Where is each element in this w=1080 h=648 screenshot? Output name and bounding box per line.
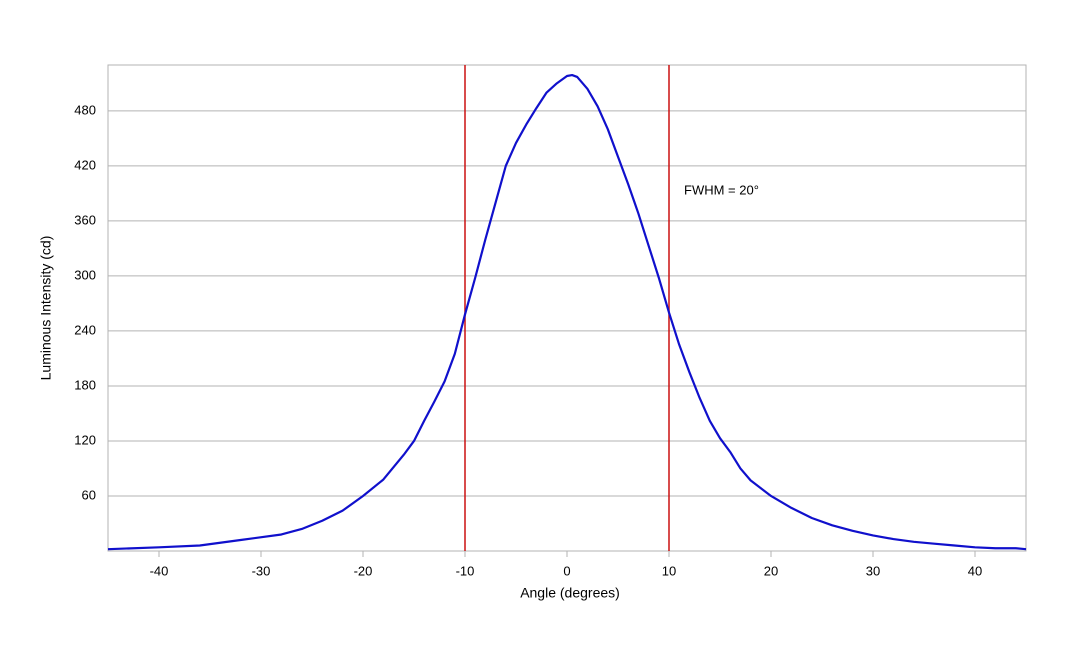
x-tick-label: 30 — [866, 563, 880, 578]
y-tick-label: 360 — [74, 212, 96, 227]
plot-area — [107, 64, 1027, 552]
x-tick-label: -10 — [456, 563, 475, 578]
x-tick-label: 0 — [563, 563, 570, 578]
x-axis-label: Angle (degrees) — [520, 585, 620, 601]
y-tick-label: 180 — [74, 377, 96, 392]
x-tick-label: 10 — [662, 563, 676, 578]
y-tick-label: 120 — [74, 432, 96, 447]
y-tick-label: 300 — [74, 267, 96, 282]
y-tick-label: 480 — [74, 102, 96, 117]
x-tick-label: 20 — [764, 563, 778, 578]
y-tick-label: 420 — [74, 157, 96, 172]
annotation: FWHM = 20° — [684, 182, 759, 197]
y-tick-label: 240 — [74, 322, 96, 337]
y-axis-label: Luminous Intensity (cd) — [38, 236, 54, 381]
data-line — [107, 73, 1027, 551]
x-tick-label: -40 — [150, 563, 169, 578]
x-tick-label: 40 — [968, 563, 982, 578]
y-tick-label: 60 — [82, 487, 96, 502]
x-tick-label: -20 — [354, 563, 373, 578]
x-tick-label: -30 — [252, 563, 271, 578]
